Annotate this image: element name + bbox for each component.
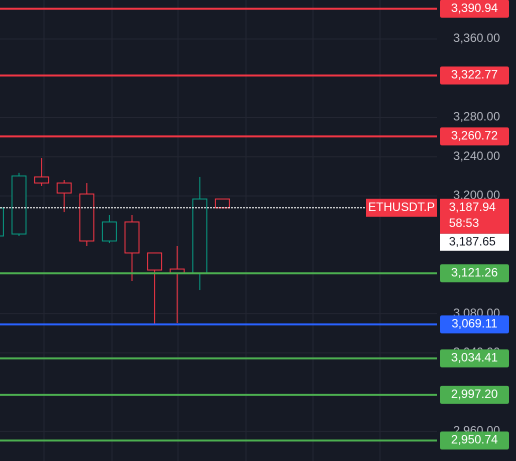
y-tick-label: 3,240.00 — [453, 149, 500, 163]
candle-body — [192, 198, 208, 274]
price-level-label: 3,069.11 — [452, 317, 498, 331]
candle-body — [56, 182, 72, 194]
symbol-label: ETHUSDT.P — [368, 200, 435, 214]
candle-body — [214, 198, 230, 209]
symbol-tag — [366, 198, 437, 217]
price-level-tag — [440, 349, 509, 368]
price-level-tag — [440, 66, 509, 85]
price-level-label: 3,121.26 — [451, 265, 498, 279]
mark-price-label: 3,187.65 — [449, 234, 496, 248]
price-level-label: 3,322.77 — [451, 68, 498, 82]
last-price-tag — [440, 198, 509, 234]
last-price-label: 3,187.94 — [449, 200, 496, 214]
price-level-tag — [440, 264, 509, 283]
price-level-label: 3,034.41 — [451, 351, 498, 365]
y-tick-label: 3,200.00 — [453, 188, 500, 202]
candle-body — [0, 207, 4, 237]
y-tick-label: 3,360.00 — [453, 31, 500, 45]
price-level-tag — [440, 385, 509, 404]
candle-body — [11, 175, 27, 235]
price-level-label: 2,997.20 — [451, 387, 498, 401]
price-level-label: 3,260.72 — [451, 129, 498, 143]
price-level-tag — [440, 0, 509, 18]
price-level-tag — [440, 431, 509, 450]
candle-body — [147, 252, 163, 271]
y-tick-label: 3,280.00 — [453, 110, 500, 124]
candle-body — [124, 221, 140, 254]
countdown-label: 58:53 — [449, 216, 479, 230]
candle-body — [79, 193, 95, 242]
price-level-label: 2,950.74 — [451, 433, 498, 447]
price-level-tag — [440, 127, 509, 146]
price-level-tag — [440, 315, 509, 334]
price-level-label: 3,390.94 — [451, 1, 498, 15]
candle-body — [34, 176, 50, 184]
candle-body — [101, 221, 117, 242]
mark-price-tag — [440, 233, 509, 251]
